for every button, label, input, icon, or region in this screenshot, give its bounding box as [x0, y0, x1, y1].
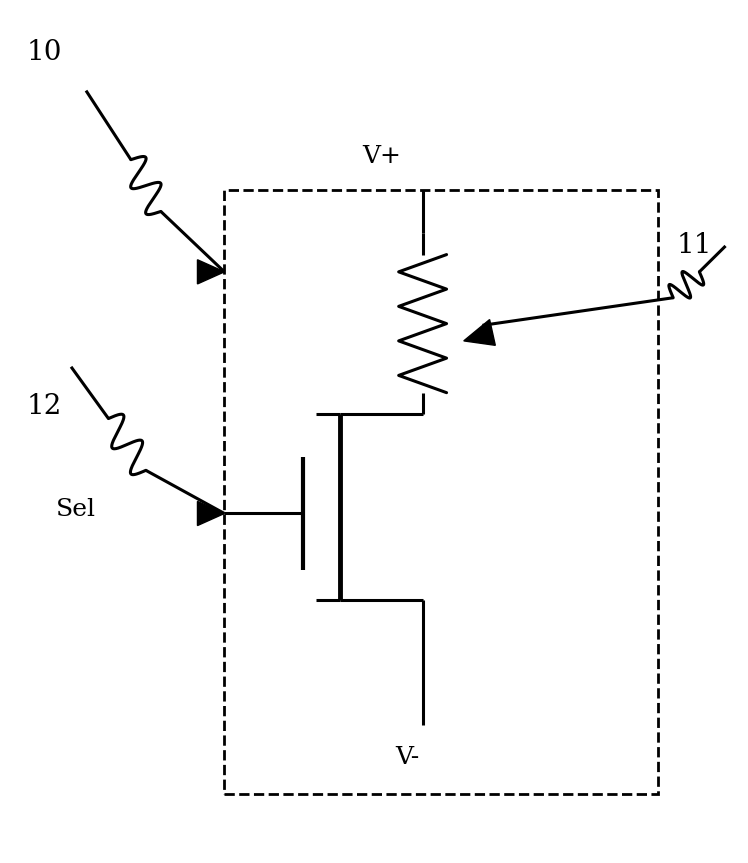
- Polygon shape: [197, 260, 224, 284]
- Text: Sel: Sel: [56, 498, 96, 520]
- Polygon shape: [464, 319, 495, 345]
- Text: V+: V+: [362, 145, 401, 168]
- Bar: [224, 190, 658, 794]
- Text: 12: 12: [26, 393, 61, 419]
- Text: 11: 11: [677, 232, 712, 260]
- Text: V-: V-: [396, 746, 420, 770]
- Text: 10: 10: [26, 39, 61, 66]
- Polygon shape: [197, 501, 224, 526]
